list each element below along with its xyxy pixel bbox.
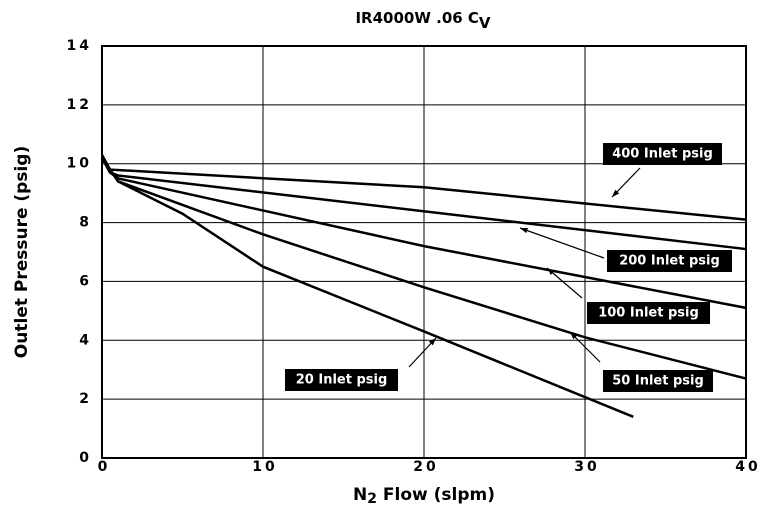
series-label: 400 Inlet psig	[612, 147, 713, 162]
label-box	[603, 370, 713, 392]
y-tick-label: 4	[79, 332, 92, 348]
series-label: 20 Inlet psig	[296, 373, 388, 388]
plot-frame	[101, 45, 747, 459]
series-line	[100, 157, 634, 418]
arrow-head	[428, 338, 436, 346]
y-axis-label: Outlet Pressure (psig)	[12, 146, 32, 358]
arrow-head	[547, 268, 555, 275]
y-tick-label: 14	[67, 38, 92, 54]
series-label: 100 Inlet psig	[598, 306, 699, 321]
x-tick-label: 0	[98, 459, 111, 475]
arrow-head	[520, 227, 528, 234]
label-arrow	[546, 267, 583, 299]
arrow-head	[570, 332, 578, 340]
title-sub: V	[479, 14, 491, 32]
y-tick-label: 12	[67, 97, 92, 113]
label-box	[587, 302, 710, 324]
xlabel-main: N	[353, 485, 367, 505]
label-box	[285, 369, 398, 391]
x-tick-label: 20	[413, 459, 438, 475]
arrow-head	[612, 189, 620, 197]
series-label: 50 Inlet psig	[612, 374, 704, 389]
series-label: 200 Inlet psig	[619, 254, 720, 269]
y-tick-label: 8	[79, 215, 92, 231]
y-tick-label: 2	[79, 391, 92, 407]
y-tick-label: 6	[79, 273, 92, 289]
x-tick-label: 40	[735, 459, 760, 475]
y-tick-label: 0	[79, 450, 92, 466]
label-box	[607, 250, 732, 272]
x-axis-label: N2 Flow (slpm)	[353, 485, 495, 507]
x-tick-label: 30	[574, 459, 599, 475]
chart-title: IR4000W .06 CV	[355, 9, 490, 32]
label-arrow	[519, 227, 605, 259]
title-main: IR4000W .06 C	[355, 9, 478, 27]
xlabel-rest: Flow (slpm)	[377, 485, 495, 505]
label-box	[603, 143, 722, 165]
y-tick-label: 10	[67, 156, 92, 172]
x-tick-label: 10	[252, 459, 277, 475]
xlabel-sub: 2	[367, 491, 377, 507]
